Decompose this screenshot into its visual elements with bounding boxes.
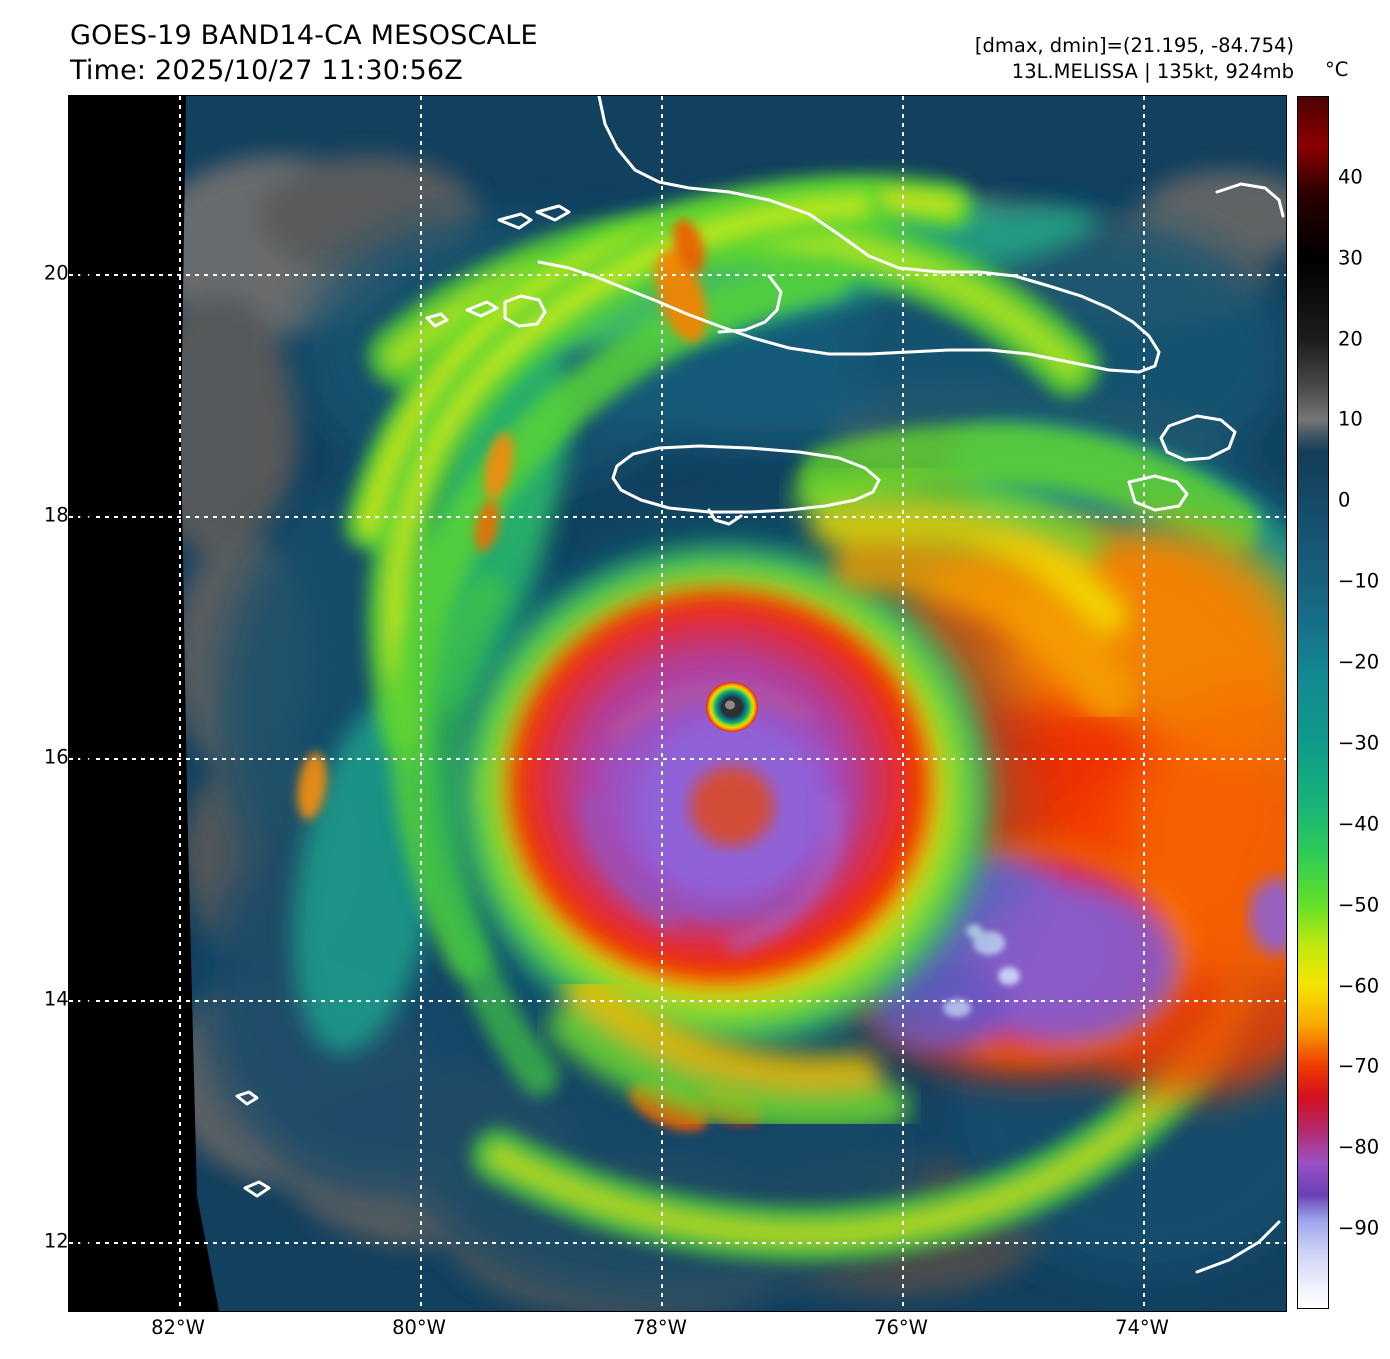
x-tick-label: 78°W	[633, 1316, 687, 1339]
data-range-label: [dmax, dmin]=(21.195, -84.754)	[974, 34, 1294, 57]
colorbar-unit-label: °C	[1325, 58, 1349, 81]
storm-info-label: 13L.MELISSA | 135kt, 924mb	[1011, 60, 1294, 84]
y-tick-label: 14°N	[43, 987, 93, 1011]
y-tick-label: 12°N	[43, 1229, 93, 1253]
colorbar-tick-label: 20	[1338, 327, 1363, 351]
colorbar-tick-label: −90	[1338, 1216, 1380, 1240]
x-tick-label: 74°W	[1115, 1316, 1169, 1339]
x-tick-label: 76°W	[874, 1316, 928, 1339]
y-tick-label: 18°N	[43, 503, 93, 527]
colorbar-tick-label: 10	[1338, 407, 1363, 431]
colorbar-tick-label: 0	[1338, 488, 1351, 512]
colorbar-tick-label: 30	[1338, 246, 1363, 270]
colorbar-gradient	[1298, 97, 1328, 1308]
colorbar-tick-label: −40	[1338, 812, 1380, 836]
colorbar-tick-label: −70	[1338, 1054, 1380, 1078]
colorbar-tick-label: −50	[1338, 893, 1380, 917]
satellite-imagery	[69, 96, 1286, 1311]
metadata-block: [dmax, dmin]=(21.195, -84.754) 13L.MELIS…	[975, 33, 1294, 85]
page-title: GOES-19 BAND14-CA MESOSCALE	[70, 20, 538, 51]
timestamp-label: Time: 2025/10/27 11:30:56Z	[70, 55, 463, 87]
colorbar-tick-label: −60	[1338, 974, 1380, 998]
y-tick-label: 16°N	[43, 745, 93, 769]
colorbar-tick-label: −20	[1338, 650, 1380, 674]
satellite-image-plot: Copyright © 2020-2025 Dapiya	[68, 95, 1287, 1312]
colorbar-tick-label: −30	[1338, 731, 1380, 755]
colorbar-tick-label: −80	[1338, 1135, 1380, 1159]
title-block: GOES-19 BAND14-CA MESOSCALE Time: 2025/1…	[70, 18, 538, 88]
colorbar	[1297, 96, 1329, 1309]
colorbar-tick-label: 40	[1338, 165, 1363, 189]
y-tick-label: 20°N	[43, 261, 93, 285]
x-tick-label: 80°W	[392, 1316, 446, 1339]
x-tick-label: 82°W	[151, 1316, 205, 1339]
satellite-raster	[69, 96, 1286, 1311]
colorbar-tick-label: −10	[1338, 569, 1380, 593]
